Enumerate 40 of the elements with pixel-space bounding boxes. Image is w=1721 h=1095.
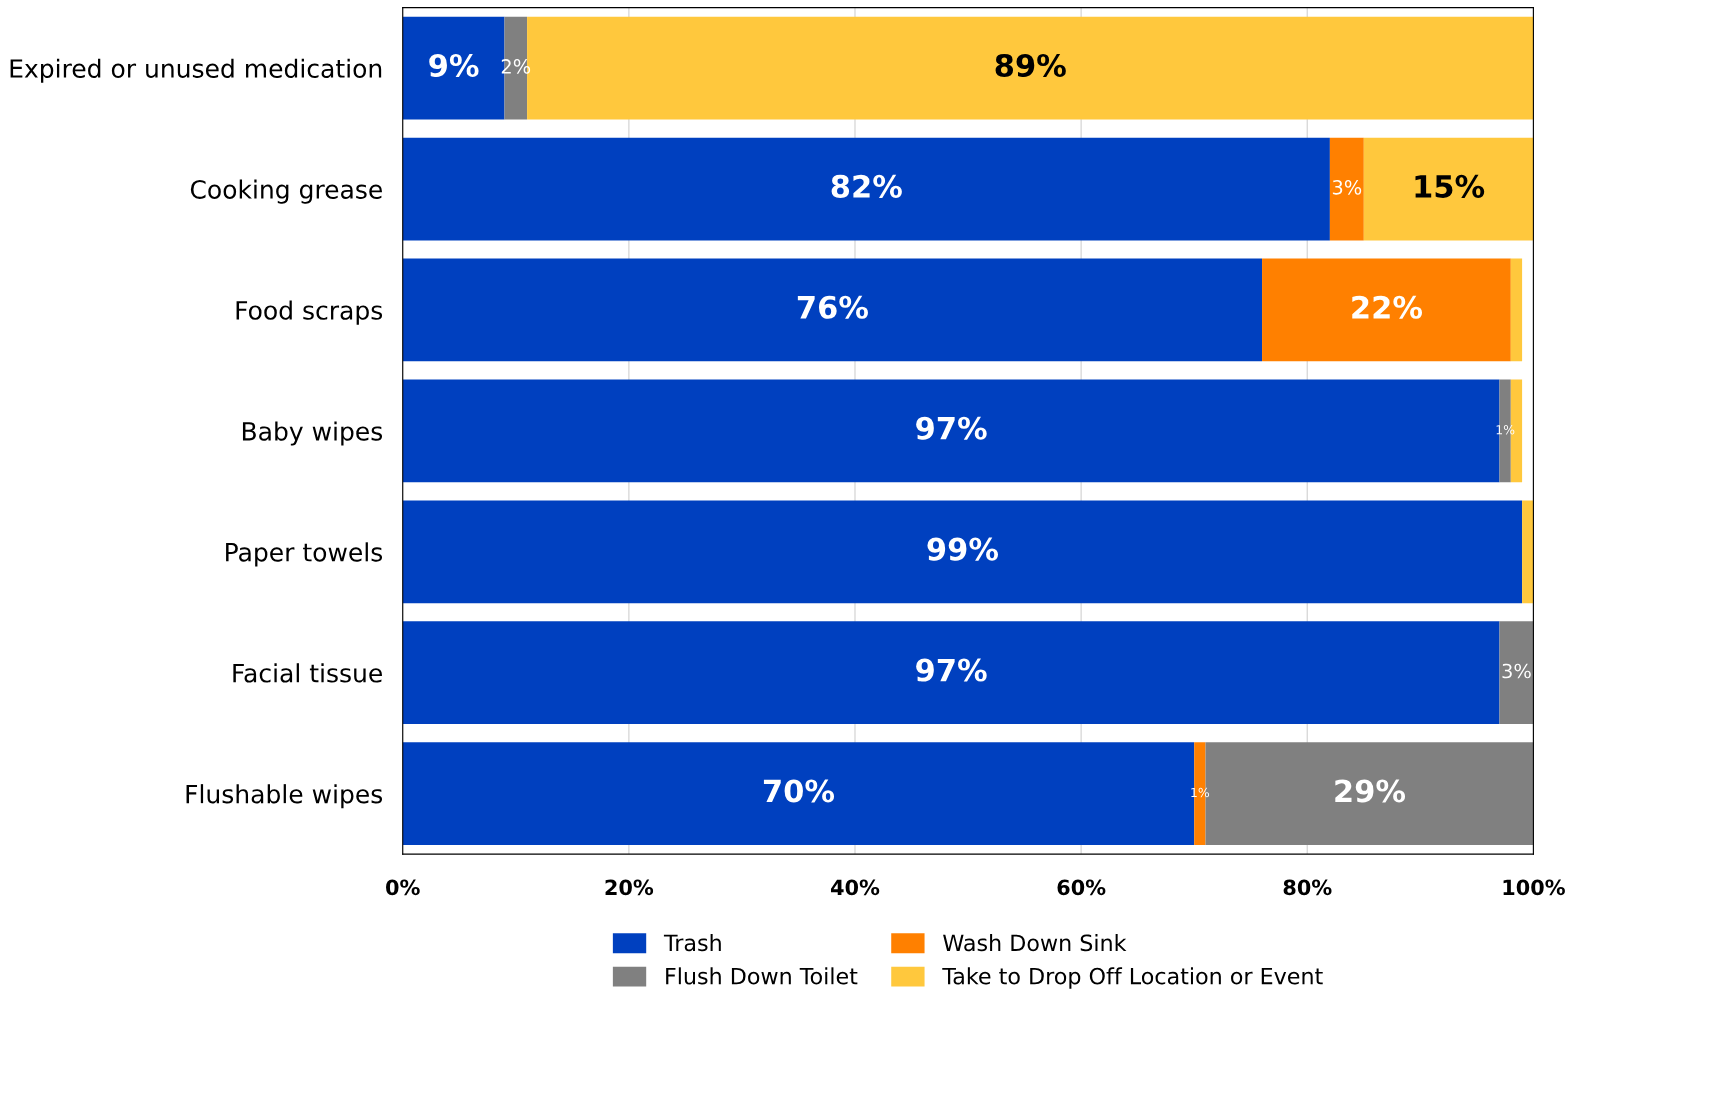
bar: [1329, 137, 1364, 241]
data-label: 97%: [916, 658, 987, 682]
y-tick-label: Cooking grease: [190, 179, 382, 204]
bar: [402, 137, 1330, 241]
x-tick-label: 40%: [831, 879, 880, 896]
bar: [1363, 137, 1534, 241]
y-tick-label: Flushable wipes: [186, 784, 383, 809]
data-label: 3%: [1332, 179, 1362, 195]
data-label: 22%: [1352, 295, 1423, 319]
bar: [402, 258, 1263, 362]
legend-label: Flush Down Toilet: [666, 967, 858, 985]
legend-label: Take to Drop Off Location or Event: [942, 967, 1323, 989]
data-label: 89%: [995, 53, 1066, 77]
y-tick-label: Baby wipes: [242, 421, 383, 446]
data-label: 97%: [916, 416, 987, 440]
bar: [1522, 500, 1534, 604]
y-tick-label: Food scraps: [236, 300, 383, 325]
data-label: 76%: [797, 295, 868, 319]
y-tick-label: Paper towels: [226, 542, 383, 567]
bar: [402, 621, 1500, 725]
bar: [1262, 258, 1511, 362]
y-tick-label: Facial tissue: [233, 663, 382, 683]
data-label: 9%: [429, 53, 479, 77]
bar: [402, 500, 1523, 604]
data-label: 29%: [1335, 779, 1406, 803]
data-label: 82%: [831, 174, 902, 198]
data-label: 99%: [927, 537, 999, 561]
legend-label: Trash: [663, 934, 721, 952]
x-tick-label: 80%: [1283, 879, 1332, 896]
data-label: 70%: [763, 779, 835, 803]
y-tick-label: Expired or unused medication: [10, 58, 382, 83]
legend-label: Wash Down Sink: [943, 934, 1127, 952]
data-label: 3%: [1502, 663, 1531, 679]
x-tick-label: 20%: [605, 879, 654, 896]
x-tick-label: 0%: [386, 879, 420, 896]
bar: [1499, 621, 1534, 725]
x-tick-label: 100%: [1503, 879, 1565, 896]
x-tick-label: 60%: [1057, 879, 1106, 896]
bar: [1510, 258, 1523, 362]
data-label: 15%: [1415, 174, 1485, 198]
